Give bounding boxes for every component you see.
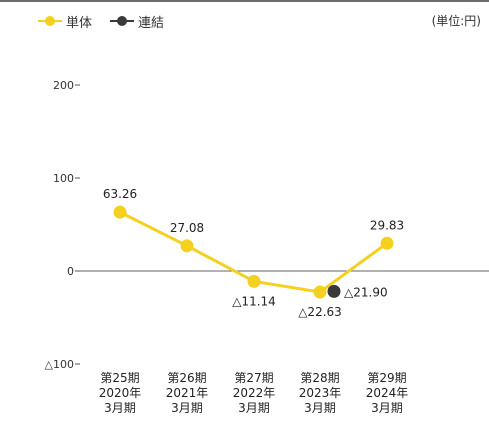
x-category-label: 第25期 [100, 371, 139, 385]
data-label-standalone: △11.14 [232, 294, 276, 308]
unit-label: (単位:円) [431, 14, 481, 28]
top-border-line [0, 0, 489, 2]
y-tick-label: 200 [53, 79, 74, 92]
chart-legend: 単体 連結 [38, 10, 164, 32]
x-category-label: 3月期 [371, 401, 403, 415]
legend-label-consolidated: 連結 [138, 15, 165, 31]
data-label-standalone: 27.08 [170, 221, 204, 235]
legend-item-consolidated: 連結 [110, 12, 164, 31]
x-category-label: 第29期 [367, 371, 406, 385]
y-tick-label: 100 [53, 172, 74, 185]
data-point-consolidated [327, 284, 341, 298]
data-label-standalone: △22.63 [298, 305, 342, 319]
x-category-label: 2020年 [99, 386, 142, 400]
x-category-label: 2024年 [366, 386, 409, 400]
data-label-consolidated: △21.90 [344, 285, 388, 299]
data-point-standalone [180, 239, 194, 253]
x-category-label: 2021年 [166, 386, 209, 400]
data-point-standalone [113, 205, 127, 219]
x-category-label: 第28期 [300, 371, 339, 385]
legend-marker-consolidated [110, 15, 135, 27]
x-category-label: 3月期 [171, 401, 203, 415]
legend-item-standalone: 単体 [38, 12, 92, 31]
legend-label-standalone: 単体 [66, 15, 93, 31]
x-category-label: 2023年 [299, 386, 342, 400]
data-point-standalone [380, 236, 394, 250]
x-category-label: 3月期 [238, 401, 270, 415]
x-category-label: 第26期 [167, 371, 206, 385]
data-point-standalone [313, 285, 327, 299]
x-category-label: 2022年 [233, 386, 276, 400]
y-tick-label: 0 [67, 265, 74, 278]
x-category-label: 3月期 [304, 401, 336, 415]
legend-marker-standalone [38, 15, 62, 27]
x-category-label: 第27期 [234, 371, 273, 385]
x-category-label: 3月期 [104, 401, 136, 415]
data-point-standalone [247, 274, 261, 288]
y-tick-label: △100 [45, 358, 74, 371]
data-label-standalone: 63.26 [103, 187, 137, 201]
data-label-standalone: 29.83 [370, 218, 404, 232]
